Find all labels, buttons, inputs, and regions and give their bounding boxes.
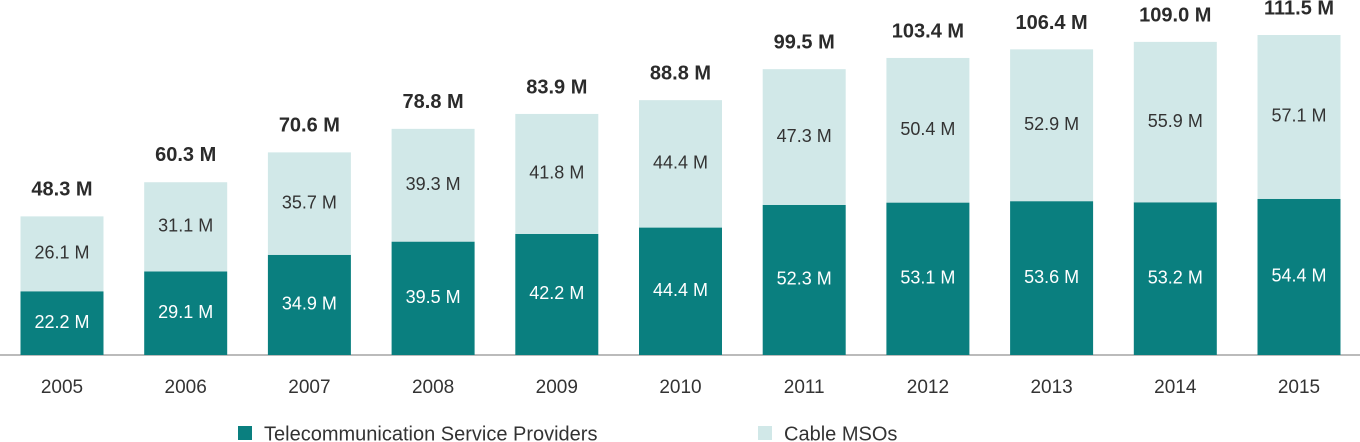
bar-segment [1010,49,1094,202]
bar-segment [515,233,599,355]
bar-segment [144,271,228,355]
bar-segment [391,241,475,355]
total-label: 60.3 M [155,144,216,166]
total-label: 70.6 M [279,115,340,137]
bar-segment [762,204,846,355]
legend-swatch [238,426,252,440]
segment-label: 29.1 M [158,302,213,322]
segment-label: 22.2 M [34,312,89,332]
bar-segment [391,128,475,242]
x-tick-label: 2006 [165,377,207,398]
total-label: 106.4 M [1015,12,1087,34]
segment-label: 39.5 M [406,287,461,307]
segment-label: 44.4 M [653,280,708,300]
segment-label: 26.1 M [34,243,89,263]
legend-label: Cable MSOs [784,423,897,442]
bar-segment [1010,201,1094,355]
x-tick-label: 2011 [784,377,825,398]
x-tick-label: 2009 [536,377,578,398]
bar-segment [762,69,846,205]
total-label: 48.3 M [31,179,92,201]
segment-label: 31.1 M [158,216,213,236]
x-tick-label: 2015 [1278,377,1320,398]
x-tick-label: 2008 [412,377,454,398]
x-tick-label: 2013 [1030,377,1072,398]
bar-segment [1257,198,1341,355]
bar-segment [144,182,228,272]
total-label: 83.9 M [526,76,587,98]
segment-label: 55.9 M [1148,111,1203,131]
segment-label: 50.4 M [900,119,955,139]
total-label: 88.8 M [650,62,711,84]
bar-segment [267,152,351,255]
legend-label: Telecommunication Service Providers [264,423,597,442]
bar-segment [1257,34,1341,199]
total-label: 99.5 M [774,32,835,54]
x-tick-label: 2010 [659,377,701,398]
total-label: 109.0 M [1139,4,1211,26]
bar-segment [639,100,722,228]
segment-label: 35.7 M [282,192,337,212]
bar-segment [20,291,104,355]
segment-label: 54.4 M [1271,266,1326,286]
bar-segment [1133,202,1217,355]
segment-label: 44.4 M [653,153,708,173]
segment-label: 52.3 M [777,269,832,289]
bar-segment [886,202,970,355]
segment-label: 34.9 M [282,294,337,314]
legend-swatch [758,426,772,440]
x-tick-label: 2005 [41,377,83,398]
total-label: 103.4 M [892,21,964,43]
segment-label: 39.3 M [406,174,461,194]
bar-segment [639,227,722,355]
total-label: 111.5 M [1264,0,1334,19]
segment-label: 53.6 M [1024,267,1079,287]
x-tick-label: 2007 [288,377,330,398]
segment-label: 53.2 M [1148,267,1203,287]
bar-segment [1133,41,1217,203]
bar-segment [20,216,104,292]
segment-label: 57.1 M [1271,106,1326,126]
bar-segment [515,113,599,234]
total-label: 78.8 M [403,91,464,113]
segment-label: 41.8 M [529,163,584,183]
x-tick-label: 2012 [907,377,949,398]
bar-segment [267,254,351,355]
x-tick-label: 2014 [1154,377,1197,398]
segment-label: 42.2 M [529,283,584,303]
bar-segment [886,57,970,203]
segment-label: 47.3 M [777,126,832,146]
segment-label: 53.1 M [900,268,955,288]
segment-label: 52.9 M [1024,114,1079,134]
